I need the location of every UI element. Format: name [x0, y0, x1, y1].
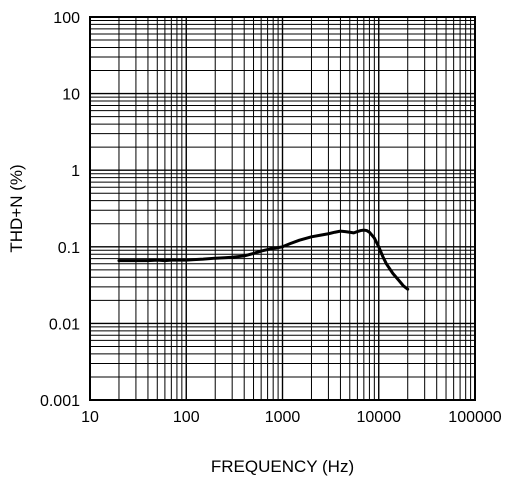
- y-axis-title: THD+N (%): [7, 164, 26, 252]
- x-tick-label: 10000: [357, 409, 402, 426]
- y-tick-label: 0.001: [40, 393, 80, 410]
- y-tick-label: 100: [53, 10, 80, 27]
- y-tick-label: 0.1: [58, 240, 80, 257]
- series-line-thdn: [117, 228, 410, 291]
- y-tick-label: 0.01: [49, 316, 80, 333]
- x-tick-label: 1000: [265, 409, 301, 426]
- plot-frame: [89, 16, 476, 401]
- x-tick-label: 100000: [448, 409, 501, 426]
- x-tick-label: 100: [173, 409, 200, 426]
- tick-labels: 10 100 1000 10000 100000 100 10 1 0.1 0.01 0.001: [40, 10, 502, 426]
- grid: [90, 17, 475, 400]
- x-axis-title: FREQUENCY (Hz): [211, 457, 354, 476]
- y-tick-label: 10: [62, 87, 80, 104]
- x-tick-label: 10: [81, 409, 99, 426]
- y-tick-label: 1: [71, 163, 80, 180]
